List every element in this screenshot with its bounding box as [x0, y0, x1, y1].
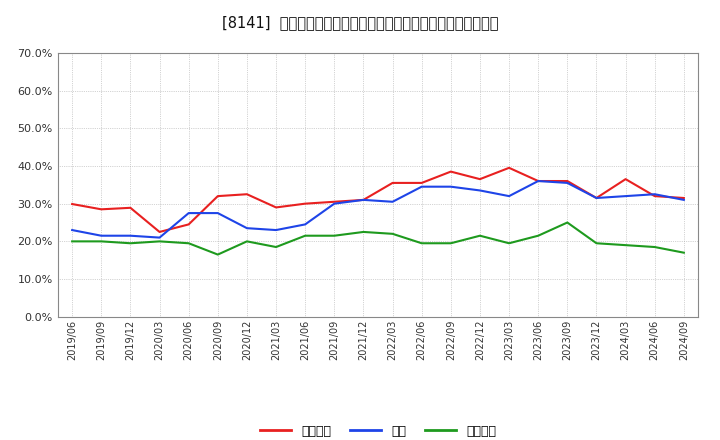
Text: [8141]  売上債権、在庫、買入債務の総資産に対する比率の推移: [8141] 売上債権、在庫、買入債務の総資産に対する比率の推移 — [222, 15, 498, 30]
Legend: 売上債権, 在庫, 買入債務: 売上債権, 在庫, 買入債務 — [255, 420, 501, 440]
